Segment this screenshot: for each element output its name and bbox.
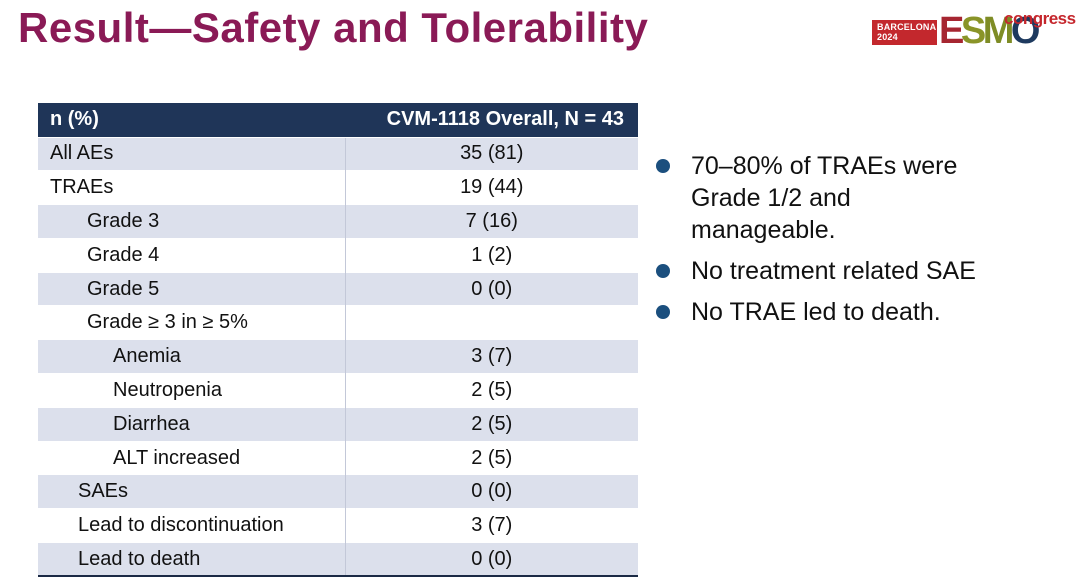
row-label: SAEs: [38, 474, 345, 509]
table-row: Lead to death 0 (0): [38, 542, 638, 577]
esmo-letter: S: [960, 10, 986, 52]
row-value: [344, 305, 638, 340]
row-value: 0 (0): [344, 542, 638, 577]
logo-congress-label: congress: [1004, 9, 1076, 28]
row-label: TRAEs: [38, 170, 345, 205]
row-label: ALT increased: [38, 440, 345, 475]
row-value: 1 (2): [344, 237, 638, 273]
row-value: 7 (16): [344, 204, 638, 239]
bullet-item: No TRAE led to death.: [656, 296, 996, 328]
key-findings-bullets: 70–80% of TRAEs were Grade 1/2 and manag…: [656, 150, 996, 337]
table-row: All AEs 35 (81): [38, 136, 638, 171]
adverse-events-table: n (%) CVM-1118 Overall, N = 43 All AEs 35…: [38, 103, 638, 578]
row-value: 0 (0): [344, 271, 638, 306]
row-label: Grade ≥ 3 in ≥ 5%: [38, 305, 345, 340]
esmo-letter: O: [1010, 10, 1041, 52]
esmo-wordmark: ESMO: [939, 10, 1041, 52]
logo-venue-badge: BARCELONA 2024: [872, 20, 937, 45]
row-label: Lead to death: [38, 542, 345, 577]
esmo-letter: E: [939, 10, 964, 52]
bullet-text: 70–80% of TRAEs were Grade 1/2 and manag…: [691, 152, 958, 244]
logo-venue-city: BARCELONA: [877, 22, 937, 32]
row-label: Lead to discontinuation: [38, 508, 345, 543]
row-value: 19 (44): [344, 170, 638, 205]
bullet-dot-icon: [656, 264, 670, 278]
page-title: Result—Safety and Tolerability: [18, 4, 649, 51]
table-row: Neutropenia 2 (5): [38, 373, 638, 408]
row-label: Anemia: [38, 339, 345, 374]
table-row: Grade ≥ 3 in ≥ 5%: [38, 305, 638, 340]
logo-venue-year: 2024: [877, 31, 898, 42]
bullet-dot-icon: [656, 159, 670, 173]
row-value: 2 (5): [344, 406, 638, 442]
esmo-letter: M: [982, 10, 1015, 52]
table-header-n-percent: n (%): [38, 103, 345, 137]
table-row: TRAEs 19 (44): [38, 170, 638, 205]
table-row: Diarrhea 2 (5): [38, 406, 638, 442]
table-row: Anemia 3 (7): [38, 339, 638, 374]
row-label: Diarrhea: [38, 406, 345, 442]
row-value: 0 (0): [344, 474, 638, 509]
table-row: Lead to discontinuation 3 (7): [38, 508, 638, 543]
row-value: 2 (5): [344, 373, 638, 408]
row-label: Neutropenia: [38, 373, 345, 408]
table-header-cohort: CVM-1118 Overall, N = 43: [345, 103, 638, 137]
row-value: 2 (5): [344, 440, 638, 475]
bullet-item: 70–80% of TRAEs were Grade 1/2 and manag…: [656, 150, 996, 246]
row-value: 3 (7): [344, 339, 638, 374]
row-value: 3 (7): [344, 508, 638, 543]
bullet-item: No treatment related SAE: [656, 255, 996, 287]
row-label: Grade 5: [38, 271, 345, 306]
row-label: All AEs: [38, 136, 345, 171]
table-header-row: n (%) CVM-1118 Overall, N = 43: [38, 103, 638, 137]
row-label: Grade 3: [38, 204, 345, 239]
table-row: SAEs 0 (0): [38, 474, 638, 509]
bullet-text: No TRAE led to death.: [691, 298, 941, 326]
bullet-dot-icon: [656, 305, 670, 319]
table-row: ALT increased 2 (5): [38, 440, 638, 475]
row-label: Grade 4: [38, 237, 345, 273]
esmo-congress-logo: BARCELONA 2024 ESMO congress: [865, 6, 1076, 56]
bullet-text: No treatment related SAE: [691, 257, 976, 285]
row-value: 35 (81): [344, 136, 638, 171]
